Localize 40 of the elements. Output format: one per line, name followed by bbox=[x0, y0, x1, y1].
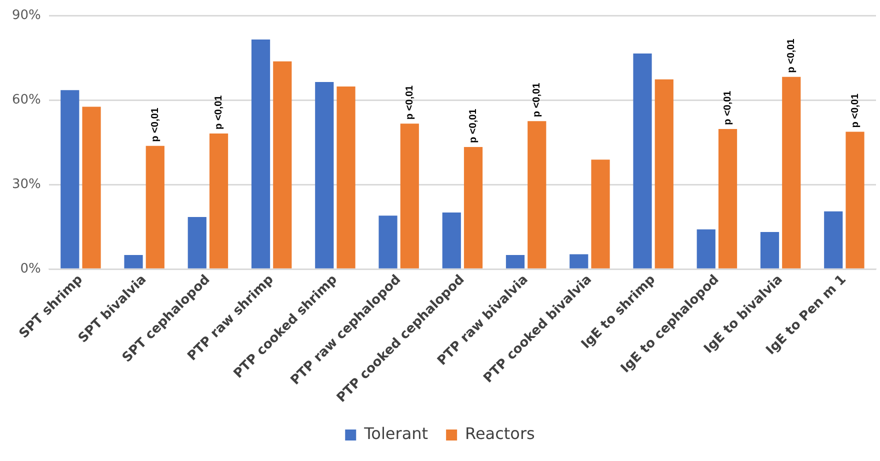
bar bbox=[654, 79, 674, 268]
bar bbox=[824, 211, 843, 268]
bar bbox=[760, 232, 780, 268]
bar bbox=[124, 255, 143, 268]
bar bbox=[464, 146, 483, 268]
annotation: p <0,01 bbox=[150, 107, 161, 142]
bar bbox=[528, 121, 546, 268]
bar bbox=[273, 61, 292, 268]
bar bbox=[400, 124, 419, 268]
bar bbox=[782, 76, 801, 268]
bar bbox=[696, 229, 716, 268]
bar bbox=[188, 217, 206, 268]
bar bbox=[570, 254, 588, 268]
y-tick-label: 30% bbox=[12, 177, 41, 192]
annotation: p <0,01 bbox=[532, 82, 543, 118]
annotation: p <0,01 bbox=[722, 90, 734, 125]
bar bbox=[846, 132, 864, 268]
bar bbox=[315, 82, 334, 268]
bar bbox=[251, 39, 270, 268]
y-tick-label: 0% bbox=[20, 261, 41, 276]
bar bbox=[82, 106, 101, 268]
bar bbox=[718, 128, 738, 268]
annotation: p <0,01 bbox=[214, 94, 225, 130]
legend-label: Reactors bbox=[465, 424, 535, 444]
bar bbox=[146, 146, 164, 268]
annotation: p <0,01 bbox=[850, 93, 861, 128]
annotation: p <0,01 bbox=[468, 108, 480, 143]
bar bbox=[378, 216, 398, 268]
annotation: p <0,01 bbox=[404, 84, 416, 120]
y-tick-label: 90% bbox=[12, 8, 41, 24]
bar bbox=[442, 212, 461, 268]
annotation: p <0,01 bbox=[786, 38, 798, 73]
legend-label: Tolerant bbox=[363, 424, 428, 444]
bar bbox=[591, 160, 610, 268]
bar bbox=[336, 86, 356, 268]
bar bbox=[60, 90, 80, 268]
y-tick-label: 60% bbox=[12, 92, 41, 108]
bar bbox=[209, 133, 228, 268]
bar bbox=[506, 255, 525, 268]
bar bbox=[633, 54, 652, 268]
